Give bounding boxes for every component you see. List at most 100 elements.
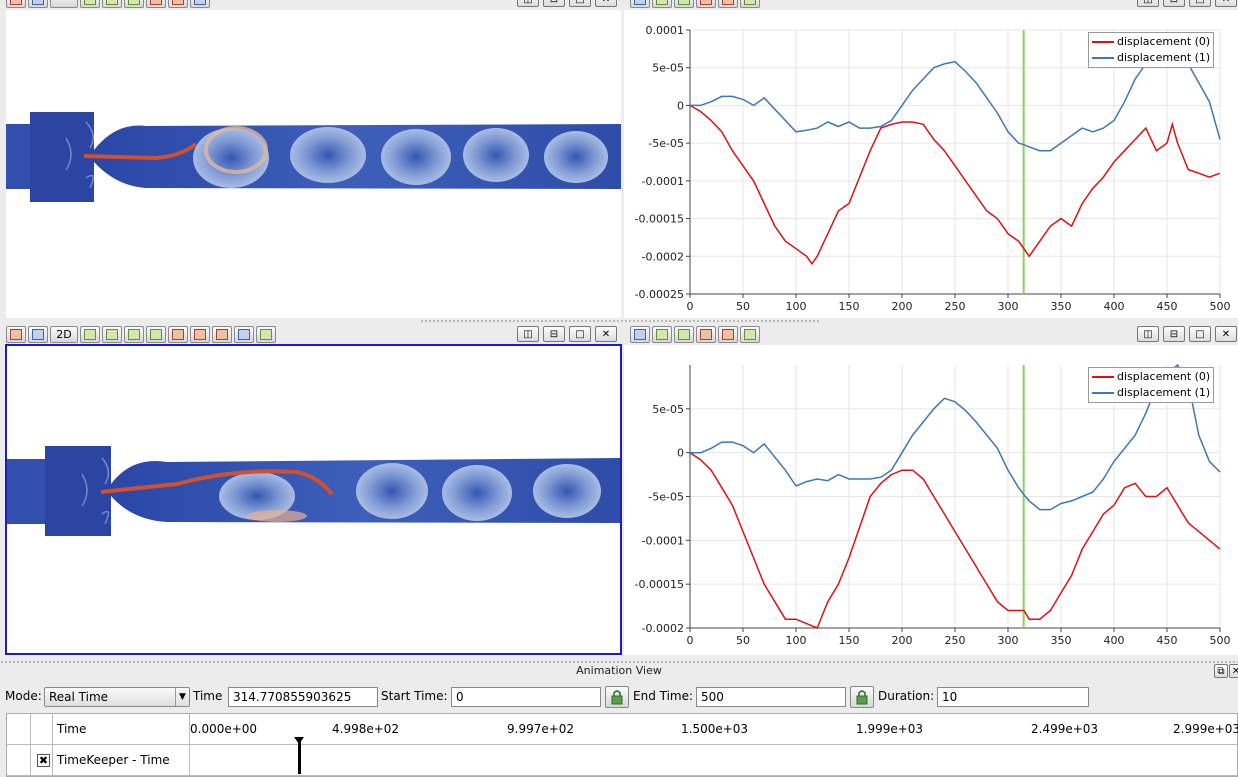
x-tick-label: 250 <box>945 300 966 313</box>
end-time-input[interactable]: 500 <box>696 687 846 707</box>
undock-button[interactable]: ⧉ <box>1214 664 1228 678</box>
split-vertical-button[interactable]: ⊟ <box>1163 326 1185 342</box>
row-gutter <box>7 714 31 745</box>
top-left-toolbar <box>6 0 210 8</box>
x-tick-label: 150 <box>839 300 860 313</box>
split-horizontal-button[interactable]: ◫ <box>1137 326 1159 342</box>
tool-button[interactable] <box>234 325 254 343</box>
tool-button[interactable] <box>696 325 716 343</box>
legend-entry: displacement (0) <box>1092 34 1210 50</box>
tool-icon <box>634 328 646 340</box>
select-button[interactable] <box>28 325 48 343</box>
x-tick-label: 300 <box>998 300 1019 313</box>
tool-icon <box>722 0 734 5</box>
split-horizontal-button[interactable]: ◫ <box>517 0 539 7</box>
maximize-button[interactable]: □ <box>1189 0 1211 7</box>
render-view-bottom[interactable] <box>5 344 622 655</box>
tool-button[interactable] <box>146 325 166 343</box>
tool-button[interactable] <box>124 325 144 343</box>
tool-icon <box>656 0 668 5</box>
tool-button[interactable] <box>740 325 760 343</box>
tool-icon <box>216 328 228 340</box>
y-tick-label: 0 <box>677 99 684 112</box>
row-gutter <box>7 745 31 776</box>
render-view-top[interactable] <box>6 10 621 318</box>
tool-icon <box>106 328 118 340</box>
camera-reset-button[interactable] <box>6 0 26 8</box>
tool-icon <box>722 328 734 340</box>
legend-entry: displacement (1) <box>1092 50 1210 66</box>
tool-button[interactable] <box>674 0 694 8</box>
current-time-marker[interactable] <box>298 738 301 774</box>
tool-button[interactable] <box>146 0 166 8</box>
timeline-track-row[interactable]: ✖ TimeKeeper - Time <box>7 737 1238 776</box>
close-button[interactable]: ✕ <box>595 0 617 7</box>
track-checkbox[interactable]: ✖ <box>37 754 50 767</box>
y-tick-label: 5e-05 <box>652 62 684 75</box>
time-tick: 2.999e+03 <box>1173 722 1238 736</box>
time-tick: 9.997e+02 <box>507 722 575 736</box>
tool-button[interactable] <box>256 325 276 343</box>
tool-button[interactable] <box>740 0 760 8</box>
select-button[interactable] <box>28 0 48 8</box>
split-horizontal-button[interactable]: ◫ <box>517 326 539 342</box>
duration-label: Duration: <box>878 689 935 703</box>
line-chart-bottom[interactable]: 0 50 100 150 200 250 300 350 400 450 500 5e-05 0 -5e-… <box>624 345 1238 655</box>
view-splitter[interactable] <box>420 319 820 323</box>
start-time-input[interactable]: 0 <box>451 687 601 707</box>
duration-input[interactable]: 10 <box>937 687 1089 707</box>
tool-button[interactable] <box>212 325 232 343</box>
split-vertical-button[interactable]: ⊟ <box>1163 0 1185 7</box>
time-tick: 0.000e+00 <box>190 722 258 736</box>
y-tick-label: -0.0002 <box>642 250 684 263</box>
close-button[interactable]: ✕ <box>1215 326 1237 342</box>
tool-icon <box>700 328 712 340</box>
x-tick-label: 100 <box>786 300 807 313</box>
end-time-lock-button[interactable] <box>850 686 874 708</box>
checkbox-column <box>31 714 53 745</box>
tool-button[interactable] <box>190 325 210 343</box>
tool-button[interactable] <box>124 0 144 8</box>
time-input[interactable]: 314.770855903625 <box>228 687 378 707</box>
line-chart-top[interactable]: 0 50 100 150 200 250 300 350 400 450 500 0.0001 5e-0… <box>624 10 1238 318</box>
close-button[interactable]: ✕ <box>1215 0 1237 7</box>
select-icon <box>32 328 44 340</box>
tool-button[interactable] <box>696 0 716 8</box>
x-tick-label: 0 <box>687 300 694 313</box>
split-horizontal-button[interactable]: ◫ <box>1137 0 1159 7</box>
tool-button[interactable] <box>80 325 100 343</box>
close-button[interactable]: ✕ <box>595 326 617 342</box>
camera-reset-button[interactable] <box>6 325 26 343</box>
tool-button[interactable] <box>630 0 650 8</box>
start-time-lock-button[interactable] <box>605 686 629 708</box>
tool-button[interactable] <box>652 325 672 343</box>
tool-button[interactable] <box>674 325 694 343</box>
maximize-button[interactable]: □ <box>569 0 591 7</box>
maximize-button[interactable]: □ <box>569 326 591 342</box>
maximize-button[interactable]: □ <box>1189 326 1211 342</box>
legend-label: displacement (1) <box>1117 386 1211 399</box>
tool-button[interactable] <box>718 0 738 8</box>
tool-button[interactable] <box>102 325 122 343</box>
tool-button[interactable] <box>168 0 188 8</box>
tool-button[interactable] <box>102 0 122 8</box>
tool-button[interactable] <box>190 0 210 8</box>
mode-2d-button[interactable] <box>50 0 78 8</box>
tool-button[interactable] <box>168 325 188 343</box>
mode-select[interactable]: Real Time ▼ <box>44 687 190 707</box>
mode-2d-button[interactable]: 2D <box>50 325 78 343</box>
x-tick-label: 350 <box>1051 300 1072 313</box>
tool-button[interactable] <box>718 325 738 343</box>
split-vertical-button[interactable]: ⊟ <box>543 0 565 7</box>
tool-button[interactable] <box>652 0 672 8</box>
tool-icon <box>634 0 646 5</box>
track-label: TimeKeeper - Time <box>53 745 190 776</box>
tool-button[interactable] <box>80 0 100 8</box>
tool-button[interactable] <box>630 325 650 343</box>
panel-splitter[interactable] <box>0 660 1238 664</box>
split-vertical-button[interactable]: ⊟ <box>543 326 565 342</box>
close-panel-button[interactable]: ✕ <box>1229 664 1238 678</box>
series-line-1 <box>690 48 1221 152</box>
tool-icon <box>172 0 184 5</box>
legend-label: displacement (0) <box>1117 35 1211 48</box>
